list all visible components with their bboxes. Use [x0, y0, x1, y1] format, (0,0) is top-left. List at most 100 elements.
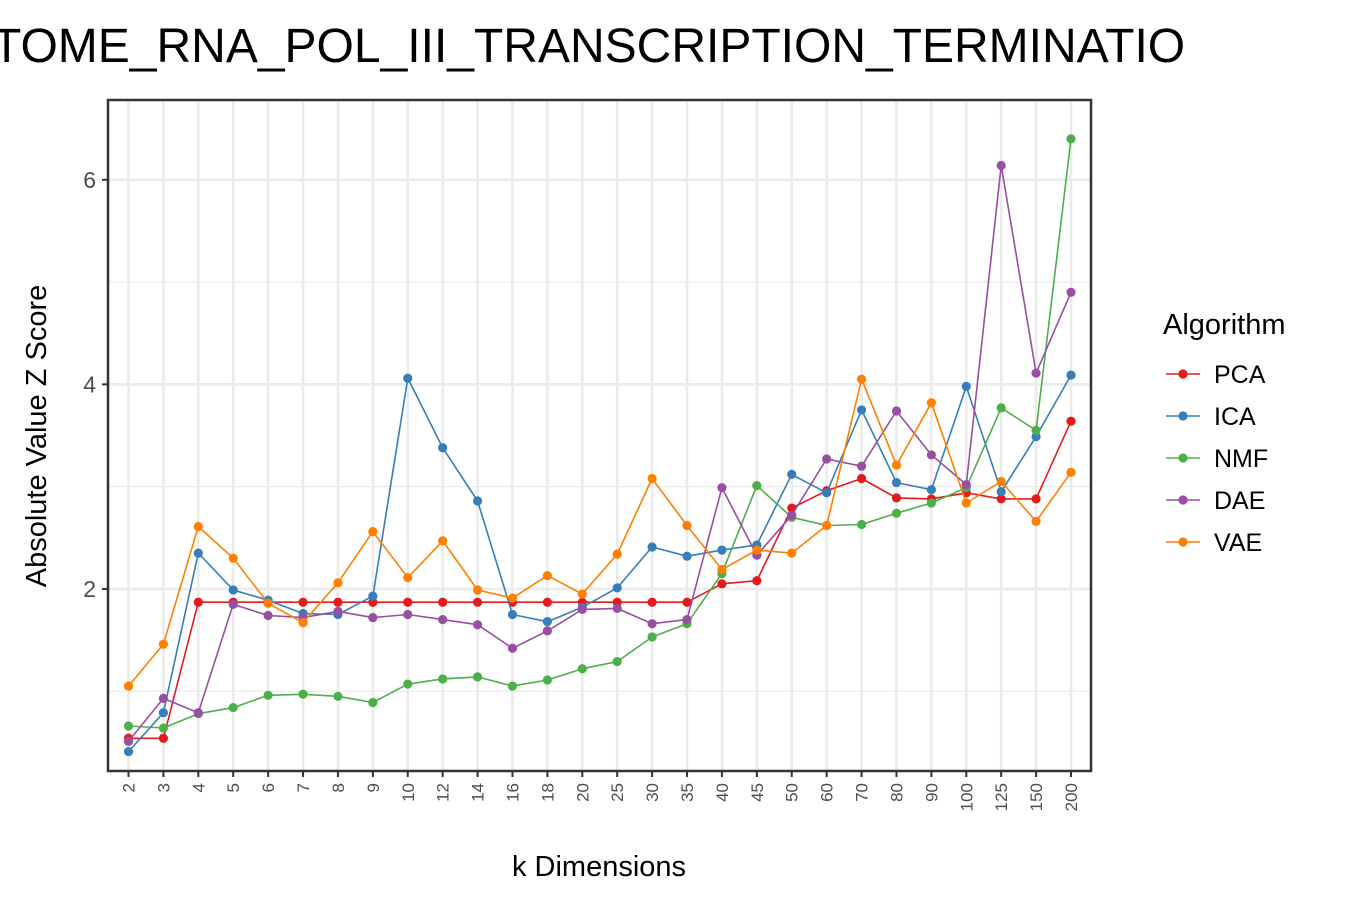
data-point-nmf	[472, 672, 483, 682]
data-point-pca	[1031, 494, 1041, 504]
legend-item-dae: DAE	[1166, 487, 1265, 515]
series-line-pca	[128, 420, 1072, 740]
data-point-vae	[891, 460, 902, 470]
x-tick-label: 90	[922, 783, 941, 802]
series-layer	[123, 134, 1076, 757]
data-point-nmf	[996, 403, 1006, 413]
data-point-dae	[612, 603, 622, 613]
data-point-dae	[822, 454, 832, 464]
legend-label: NMF	[1214, 445, 1268, 473]
data-point-ica	[1066, 370, 1076, 380]
y-tick-label: 4	[83, 371, 96, 397]
data-point-dae	[787, 510, 797, 520]
data-point-nmf	[1066, 134, 1076, 144]
plot-background	[108, 100, 1091, 771]
data-point-pca	[682, 597, 692, 607]
data-point-vae	[123, 681, 134, 691]
data-point-vae	[682, 520, 692, 531]
data-point-dae	[403, 609, 413, 620]
data-point-nmf	[403, 679, 413, 689]
x-tick-label: 4	[189, 783, 208, 792]
data-point-dae	[193, 708, 203, 718]
data-point-pca	[717, 579, 727, 589]
data-point-dae	[856, 461, 867, 471]
data-point-nmf	[542, 675, 552, 685]
data-point-nmf	[647, 632, 657, 642]
legend-key-point	[1178, 495, 1188, 505]
data-point-nmf	[577, 664, 587, 674]
y-axis-title: Absolute Value Z Score	[21, 285, 53, 588]
data-point-nmf	[123, 721, 134, 731]
y-tick-label: 6	[83, 167, 96, 193]
data-point-pca	[752, 576, 762, 586]
data-point-dae	[333, 606, 343, 617]
legend-label: PCA	[1214, 361, 1266, 389]
data-point-nmf	[856, 519, 867, 530]
data-point-nmf	[1031, 425, 1041, 435]
data-point-ica	[612, 583, 622, 593]
data-point-pca	[193, 597, 203, 607]
data-point-vae	[368, 527, 378, 537]
legend-item-nmf: NMF	[1166, 445, 1268, 473]
data-point-vae	[158, 639, 169, 649]
x-tick-label: 7	[294, 783, 313, 792]
data-point-vae	[996, 476, 1006, 487]
data-point-vae	[1031, 516, 1041, 527]
data-point-ica	[891, 477, 902, 488]
data-point-dae	[123, 736, 134, 746]
x-tick-label: 20	[573, 783, 592, 802]
data-point-vae	[228, 553, 238, 563]
x-tick-label: 9	[364, 783, 383, 792]
data-point-dae	[507, 643, 518, 653]
data-point-nmf	[333, 691, 343, 701]
data-point-vae	[298, 618, 308, 628]
data-point-dae	[647, 619, 657, 629]
data-point-dae	[891, 406, 902, 416]
data-point-ica	[403, 373, 413, 383]
data-point-vae	[787, 548, 797, 558]
series-ica	[123, 370, 1076, 757]
data-point-nmf	[438, 674, 448, 684]
x-tick-label: 12	[434, 783, 453, 802]
data-point-dae	[961, 479, 971, 490]
legend-item-pca: PCA	[1166, 361, 1266, 389]
data-point-vae	[333, 578, 343, 588]
data-point-ica	[787, 469, 797, 479]
data-point-ica	[996, 487, 1006, 497]
data-point-nmf	[298, 689, 308, 699]
data-point-dae	[228, 599, 238, 609]
data-point-pca	[403, 597, 413, 607]
plot-grid	[108, 100, 1091, 771]
data-point-ica	[717, 545, 727, 555]
data-point-ica	[507, 609, 518, 620]
data-point-dae	[438, 615, 448, 625]
data-point-vae	[263, 598, 273, 608]
x-tick-label: 70	[853, 783, 872, 802]
x-tick-label: 30	[643, 783, 662, 802]
data-point-nmf	[507, 681, 518, 691]
data-point-dae	[368, 612, 378, 623]
data-point-nmf	[891, 508, 902, 518]
x-tick-label: 60	[818, 783, 837, 802]
data-point-vae	[542, 571, 552, 581]
x-tick-label: 200	[1062, 783, 1081, 811]
data-point-nmf	[263, 690, 273, 700]
x-tick-label: 3	[154, 783, 173, 792]
x-tick-label: 40	[713, 783, 732, 802]
series-line-nmf	[128, 138, 1072, 729]
data-point-ica	[158, 708, 169, 718]
x-tick-label: 45	[748, 783, 767, 802]
data-point-vae	[193, 521, 203, 532]
y-tick-label: 2	[83, 576, 96, 602]
chart-title: TOME_RNA_POL_III_TRANSCRIPTION_TERMINATI…	[0, 20, 1185, 73]
data-point-nmf	[612, 656, 622, 667]
x-tick-label: 35	[678, 783, 697, 802]
data-point-dae	[1031, 368, 1041, 378]
data-point-ica	[961, 381, 971, 392]
legend-key-point	[1178, 369, 1188, 379]
data-point-pca	[1066, 416, 1076, 426]
data-point-ica	[647, 542, 657, 552]
legend-title: Algorithm	[1163, 309, 1286, 341]
data-point-pca	[647, 597, 657, 607]
